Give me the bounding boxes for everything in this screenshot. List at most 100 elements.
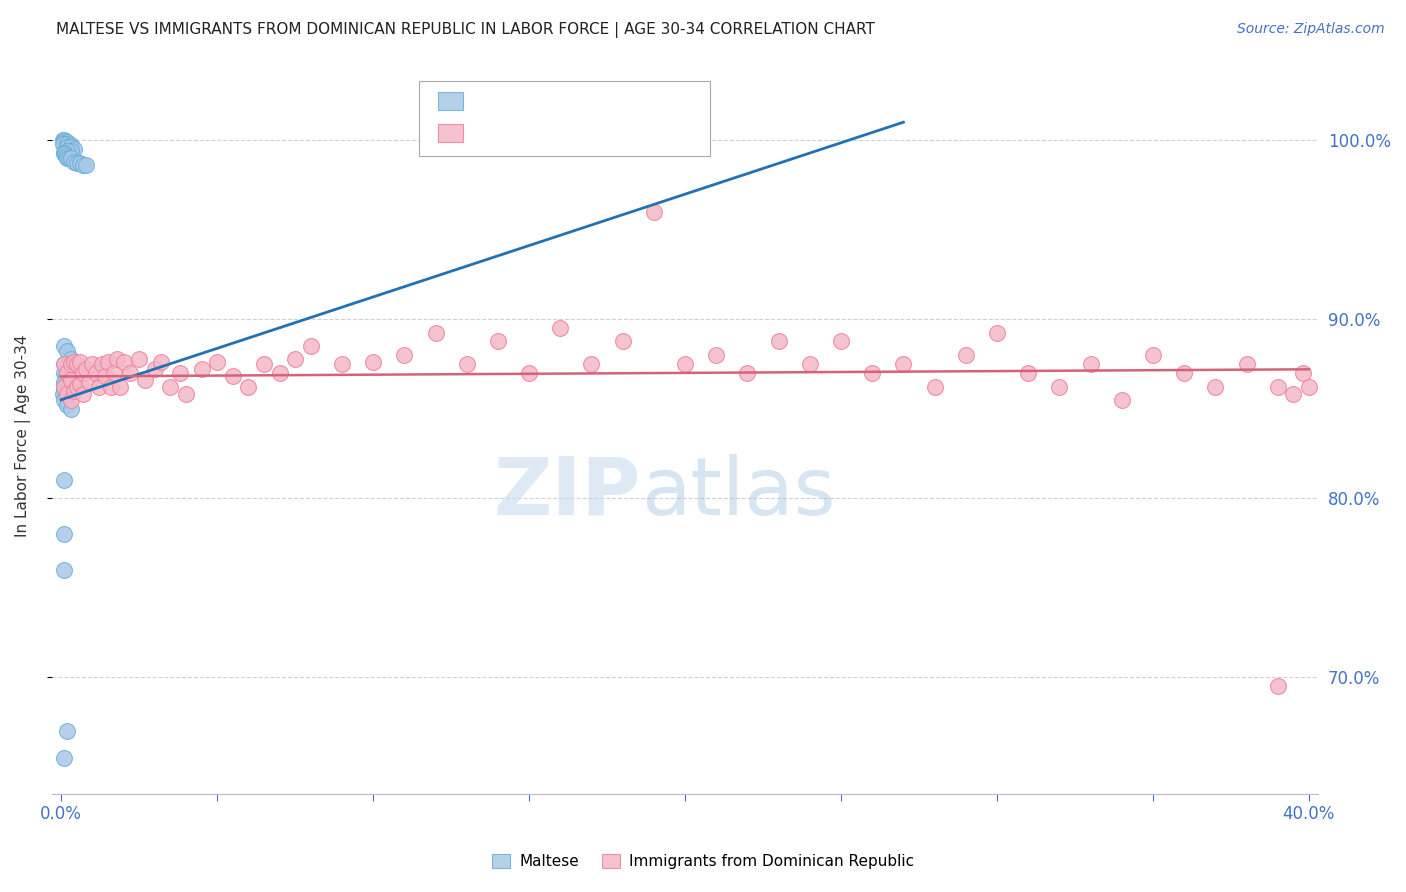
Point (456, 357, 478, 371)
Point (299, 339, 322, 353)
Point (955, 348, 977, 362)
Point (53, 380, 76, 394)
Point (1017, 366, 1039, 380)
Point (548, 321, 571, 335)
Point (59, 401, 82, 416)
Point (59, 138, 82, 153)
Point (673, 357, 696, 371)
Point (53, 135, 76, 149)
Point (612, 334, 634, 348)
Point (56, 136, 79, 151)
Point (56, 724, 79, 739)
Point (169, 366, 191, 380)
Legend: Maltese, Immigrants from Dominican Republic: Maltese, Immigrants from Dominican Repub… (485, 848, 921, 875)
Point (53, 136, 76, 151)
Point (1204, 380, 1226, 394)
FancyBboxPatch shape (419, 81, 710, 156)
Point (82, 357, 104, 371)
Point (59, 144, 82, 158)
Point (53, 392, 76, 407)
Point (284, 351, 307, 366)
Text: Source: ZipAtlas.com: Source: ZipAtlas.com (1237, 22, 1385, 37)
Point (134, 373, 156, 387)
Point (737, 366, 759, 380)
Point (62, 154, 84, 169)
Point (1267, 679, 1289, 693)
Point (56, 344, 79, 359)
Point (1292, 366, 1315, 380)
Point (1047, 380, 1070, 394)
Point (581, 357, 603, 371)
Point (53, 339, 76, 353)
Point (159, 380, 181, 394)
Point (59, 151, 82, 165)
Point (58, 151, 80, 165)
Point (75, 158, 97, 172)
Point (222, 369, 245, 384)
Point (53, 375, 76, 389)
Text: MALTESE VS IMMIGRANTS FROM DOMINICAN REPUBLIC IN LABOR FORCE | AGE 30-34 CORRELA: MALTESE VS IMMIGRANTS FROM DOMINICAN REP… (56, 22, 875, 38)
Point (1111, 392, 1133, 407)
Point (56, 140, 79, 154)
Point (94, 369, 117, 384)
FancyBboxPatch shape (439, 124, 464, 142)
Point (59, 373, 82, 387)
Point (1173, 366, 1195, 380)
Point (150, 355, 173, 369)
Point (1267, 380, 1289, 394)
Point (100, 380, 122, 394)
Point (59, 392, 82, 407)
Point (768, 334, 790, 348)
Point (69, 156, 91, 170)
Point (66, 380, 89, 394)
Point (52, 387, 75, 401)
Point (66, 156, 89, 170)
Point (53, 357, 76, 371)
Point (62, 355, 84, 369)
Point (59, 351, 82, 366)
Point (394, 348, 416, 362)
Point (55, 135, 77, 149)
Point (56, 366, 79, 380)
Text: ZIP: ZIP (494, 454, 641, 532)
Point (66, 357, 89, 371)
Point (205, 355, 228, 369)
FancyBboxPatch shape (439, 92, 464, 110)
Point (190, 362, 212, 376)
Point (238, 380, 260, 394)
Point (830, 334, 852, 348)
Point (52, 145, 75, 160)
Point (799, 357, 821, 371)
Point (860, 366, 883, 380)
Point (643, 204, 665, 219)
Point (118, 366, 141, 380)
Point (87, 380, 110, 394)
Point (53, 380, 76, 394)
Point (52, 133, 75, 147)
Point (97, 355, 120, 369)
Point (1080, 357, 1102, 371)
Point (330, 357, 353, 371)
Point (72, 158, 94, 172)
Point (53, 751, 76, 765)
Point (52, 527, 75, 541)
Point (143, 362, 166, 376)
Point (128, 351, 150, 366)
Point (517, 366, 540, 380)
Point (110, 380, 132, 394)
Point (72, 387, 94, 401)
Point (53, 384, 76, 398)
Point (55, 369, 77, 384)
Point (69, 376, 91, 391)
Point (62, 384, 84, 398)
Point (55, 149, 77, 163)
Point (56, 144, 79, 158)
Point (53, 147, 76, 161)
Text: R =  0.011   N = 79: R = 0.011 N = 79 (472, 124, 648, 142)
Point (105, 351, 128, 366)
Point (53, 366, 76, 380)
Point (1282, 387, 1305, 401)
Point (53, 563, 76, 577)
Point (84, 366, 107, 380)
Point (72, 366, 94, 380)
